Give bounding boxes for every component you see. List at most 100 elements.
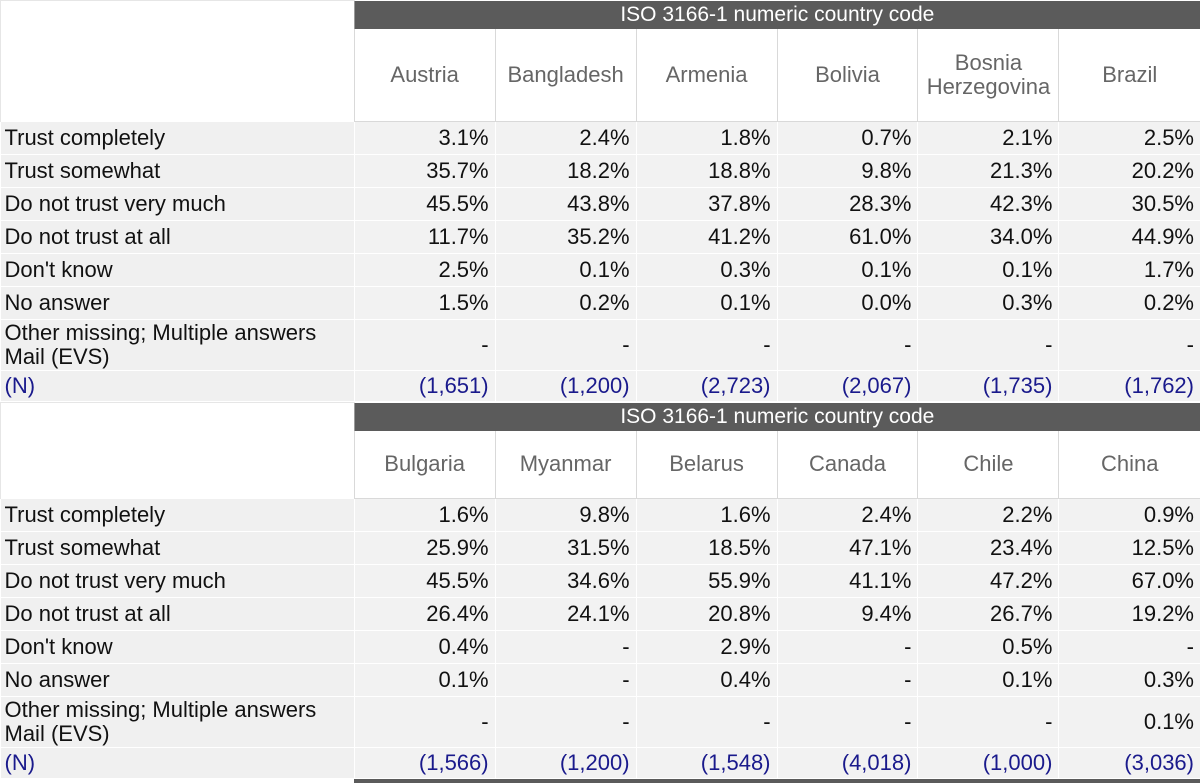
data-cell: 26.4% (353, 597, 496, 631)
data-cell: 0.4% (353, 630, 496, 664)
crosstab-table-1: ISO 3166-1 numeric country code Austria … (0, 0, 1200, 402)
table-row-n: (N) (1,566) (1,200) (1,548) (4,018) (1,0… (0, 747, 1200, 779)
country-header: Bangladesh (494, 28, 637, 122)
data-cell: 19.2% (1058, 597, 1200, 631)
table-row: Do not trust at all 26.4% 24.1% 20.8% 9.… (0, 597, 1200, 631)
table-row: Trust completely 3.1% 2.4% 1.8% 0.7% 2.1… (0, 121, 1200, 155)
n-cell: (3,036) (1058, 747, 1200, 779)
data-cell: - (353, 319, 496, 371)
data-cell: 0.7% (776, 121, 918, 155)
data-cell: 2.4% (776, 498, 918, 532)
data-cell: 61.0% (776, 220, 918, 254)
country-header: Bulgaria (353, 430, 496, 499)
row-label: Trust somewhat (0, 154, 355, 188)
row-label: Trust somewhat (0, 531, 355, 565)
data-cell: 0.5% (917, 630, 1059, 664)
data-cell: 30.5% (1058, 187, 1200, 221)
row-label: Trust completely (0, 121, 355, 155)
data-cell: 1.5% (353, 286, 496, 320)
data-cell: 41.2% (635, 220, 778, 254)
n-cell: (1,200) (494, 370, 637, 402)
data-cell: 0.3% (917, 286, 1059, 320)
data-cell: 11.7% (353, 220, 496, 254)
data-cell: 1.6% (635, 498, 778, 532)
data-cell: 20.2% (1058, 154, 1200, 188)
data-cell: 0.0% (776, 286, 918, 320)
data-cell: 1.8% (635, 121, 778, 155)
country-header: Bosnia Herzegovina (917, 28, 1059, 122)
bottom-spacer (1, 779, 355, 783)
n-cell: (1,735) (917, 370, 1059, 402)
data-cell: 0.9% (1058, 498, 1200, 532)
n-cell: (1,651) (353, 370, 496, 402)
data-cell: 2.5% (353, 253, 496, 287)
data-cell: 18.2% (494, 154, 637, 188)
data-cell: 34.0% (917, 220, 1059, 254)
table-row: Trust somewhat 25.9% 31.5% 18.5% 47.1% 2… (0, 531, 1200, 565)
data-cell: 35.2% (494, 220, 637, 254)
data-cell: 44.9% (1058, 220, 1200, 254)
data-cell: - (494, 630, 637, 664)
data-cell: 0.2% (494, 286, 637, 320)
data-cell: 3.1% (353, 121, 496, 155)
table-row: Don't know 2.5% 0.1% 0.3% 0.1% 0.1% 1.7% (0, 253, 1200, 287)
data-cell: 41.1% (776, 564, 918, 598)
n-cell: (2,723) (635, 370, 778, 402)
data-cell: - (635, 696, 778, 748)
header-title: ISO 3166-1 numeric country code (353, 402, 1200, 431)
data-cell: 0.1% (917, 253, 1059, 287)
row-label: No answer (0, 663, 355, 697)
data-cell: 24.1% (494, 597, 637, 631)
table-row: No answer 0.1% - 0.4% - 0.1% 0.3% (0, 663, 1200, 697)
data-cell: - (635, 319, 778, 371)
row-label: Other missing; Multiple answers Mail (EV… (0, 696, 355, 748)
data-cell: 21.3% (917, 154, 1059, 188)
data-cell: 0.1% (776, 253, 918, 287)
data-cell: 37.8% (635, 187, 778, 221)
data-cell: - (776, 696, 918, 748)
data-cell: 9.8% (776, 154, 918, 188)
data-cell: 0.1% (494, 253, 637, 287)
data-cell: 34.6% (494, 564, 637, 598)
header-title: ISO 3166-1 numeric country code (353, 0, 1200, 29)
n-cell: (4,018) (776, 747, 918, 779)
row-label: Do not trust at all (0, 597, 355, 631)
data-cell: 67.0% (1058, 564, 1200, 598)
data-cell: 45.5% (353, 564, 496, 598)
data-cell: 2.9% (635, 630, 778, 664)
data-cell: 0.1% (917, 663, 1059, 697)
corner-cell (0, 0, 355, 122)
data-cell: - (494, 319, 637, 371)
country-header: Belarus (635, 430, 778, 499)
data-cell: - (917, 319, 1059, 371)
data-cell: - (917, 696, 1059, 748)
data-cell: 0.4% (635, 663, 778, 697)
data-cell: 2.4% (494, 121, 637, 155)
row-label: Don't know (0, 253, 355, 287)
data-cell: 0.3% (635, 253, 778, 287)
crosstab-table-2: ISO 3166-1 numeric country code Bulgaria… (0, 402, 1200, 783)
data-cell: 0.1% (353, 663, 496, 697)
country-header: Chile (917, 430, 1059, 499)
data-cell: - (494, 696, 637, 748)
corner-cell (0, 402, 355, 499)
table-row: Other missing; Multiple answers Mail (EV… (0, 319, 1200, 371)
data-cell: 18.8% (635, 154, 778, 188)
data-cell: - (776, 663, 918, 697)
row-label: Do not trust very much (0, 187, 355, 221)
table-row: Do not trust very much 45.5% 43.8% 37.8%… (0, 187, 1200, 221)
data-cell: 2.2% (917, 498, 1059, 532)
data-cell: - (494, 663, 637, 697)
table-row-n: (N) (1,651) (1,200) (2,723) (2,067) (1,7… (0, 370, 1200, 402)
data-cell: 45.5% (353, 187, 496, 221)
n-cell: (1,000) (917, 747, 1059, 779)
n-cell: (1,566) (353, 747, 496, 779)
row-label: Do not trust at all (0, 220, 355, 254)
row-label: (N) (0, 370, 355, 402)
table-row: Trust somewhat 35.7% 18.2% 18.8% 9.8% 21… (0, 154, 1200, 188)
data-cell: 42.3% (917, 187, 1059, 221)
data-cell: 43.8% (494, 187, 637, 221)
row-label: No answer (0, 286, 355, 320)
data-cell: 0.1% (635, 286, 778, 320)
